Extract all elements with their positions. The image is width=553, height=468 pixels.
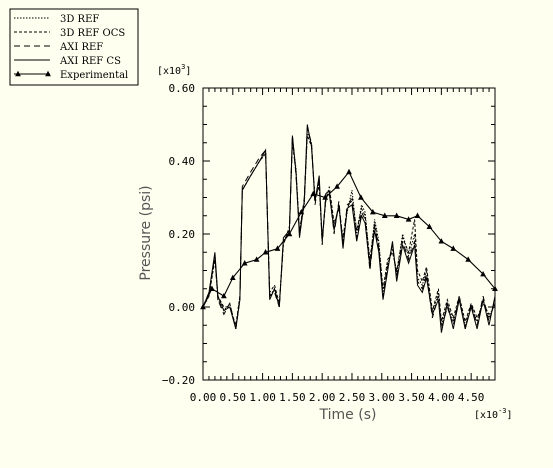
data-point-marker [438, 238, 445, 244]
legend-marker [15, 70, 21, 77]
x-axis: 0.00 0.50 1.00 1.50 2.00 2.50 3.00 3.50 4.00 4.50 [190, 88, 496, 404]
data-point-marker [274, 245, 281, 251]
series-3d-ref-ocs [202, 135, 496, 326]
data-point-marker [286, 230, 293, 237]
data-point-marker [393, 212, 400, 218]
series-line [202, 170, 496, 308]
series-axi-ref [202, 128, 496, 330]
x-tick-label: 3.50 [398, 391, 425, 404]
y-multiplier-label: [x103] [157, 63, 191, 77]
data-point-marker [358, 194, 364, 200]
legend-label: 3D REF [60, 14, 99, 25]
x-tick-label: 0.00 [190, 391, 217, 404]
data-point-marker [209, 285, 215, 291]
data-point-marker [310, 190, 317, 197]
legend-label: 3D REF OCS [60, 28, 125, 39]
x-tick-label: 2.00 [309, 391, 336, 404]
data-point-marker [334, 183, 340, 189]
data-point-marker [253, 256, 260, 262]
x-axis-label: Time (s) [319, 407, 377, 423]
legend-marker [45, 70, 51, 77]
series-axi-ref-cs [202, 124, 496, 333]
data-point-marker [346, 168, 352, 175]
data-point-marker [220, 292, 227, 299]
data-point-marker [262, 249, 269, 255]
data-point-marker [381, 212, 388, 218]
y-tick-label: 0.20 [169, 228, 196, 241]
x-tick-label: 1.50 [279, 391, 306, 404]
series-line [202, 131, 496, 330]
x-tick-label: 1.00 [249, 391, 276, 404]
x-tick-label: 4.50 [458, 391, 485, 404]
series-line [202, 135, 496, 326]
series-line [202, 124, 496, 333]
data-point-marker [322, 194, 329, 200]
plot-frame [202, 87, 496, 381]
data-point-marker [405, 216, 412, 222]
y-tick-label: −0.20 [162, 374, 195, 387]
y-tick-label: 0.60 [169, 82, 196, 95]
data-point-marker [298, 208, 305, 215]
data-point-marker [450, 245, 457, 251]
data-point-marker [480, 270, 486, 277]
y-axis-label: Pressure (psi) [138, 185, 154, 280]
data-point-marker [465, 256, 472, 262]
data-point-marker [200, 303, 206, 310]
x-tick-label: 2.50 [339, 391, 366, 404]
x-tick-label: 3.00 [369, 391, 396, 404]
series-layer [200, 124, 498, 333]
y-axis: −0.20 0.00 0.20 0.40 0.60 [162, 82, 495, 387]
x-tick-label: 0.50 [220, 391, 247, 404]
series-experimental [200, 168, 498, 310]
x-tick-label: 4.00 [428, 391, 455, 404]
data-point-marker [492, 285, 498, 291]
legend-label: AXI REF CS [59, 56, 121, 67]
legend-label: AXI REF [59, 42, 103, 53]
series-line [202, 128, 496, 330]
data-point-marker [241, 260, 248, 266]
data-point-marker [369, 208, 376, 215]
legend: 3D REF 3D REF OCS AXI REF AXI REF CS Experim… [9, 8, 139, 86]
data-point-marker [414, 212, 421, 218]
legend-box [9, 8, 139, 86]
x-multiplier-label: [x10-3] [474, 407, 513, 421]
data-point-marker [426, 223, 433, 229]
y-tick-label: 0.00 [169, 301, 196, 314]
y-tick-label: 0.40 [169, 155, 196, 168]
legend-label: Experimental [60, 70, 128, 81]
data-point-marker [229, 274, 236, 281]
series-3d-ref [202, 131, 496, 330]
